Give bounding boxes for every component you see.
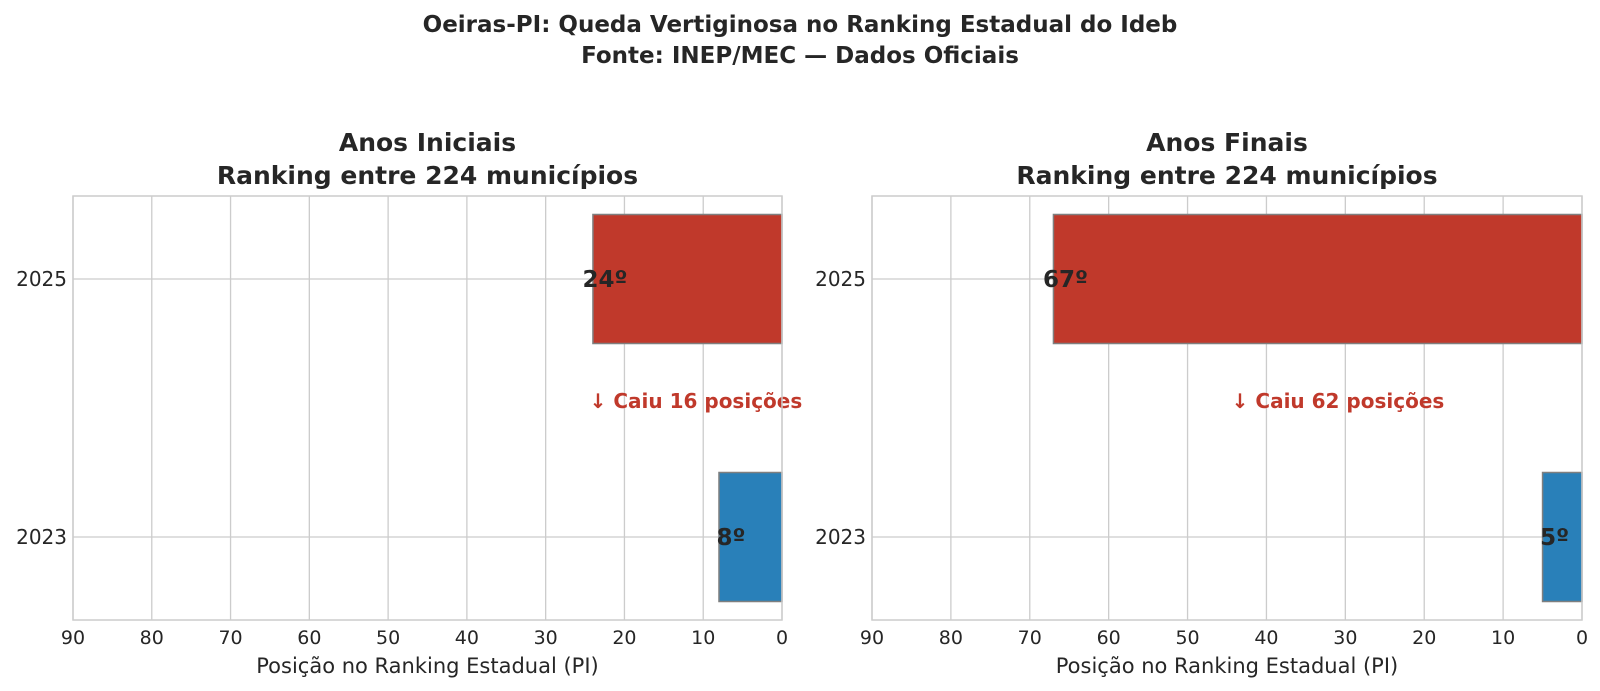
bar-2023 (718, 471, 783, 603)
bar-2023 (1541, 471, 1583, 603)
y-tick-label: 2025 (815, 267, 866, 291)
x-tick-label: 90 (860, 627, 884, 649)
drop-annotation: ↓ Caiu 62 posições (1232, 389, 1445, 413)
figure-title: Oeiras-PI: Queda Vertiginosa no Ranking … (0, 10, 1600, 72)
x-axis-label: Posição no Ranking Estadual (PI) (256, 654, 599, 678)
chart-panel-2: Anos Finais Ranking entre 224 municípios 6… (815, 128, 1588, 678)
x-tick-label: 40 (1254, 627, 1278, 649)
x-tick-label: 20 (1412, 627, 1436, 649)
drop-annotation: ↓ Caiu 16 posições (590, 389, 803, 413)
x-tick-label: 60 (1097, 627, 1121, 649)
x-tick-label: 20 (612, 627, 636, 649)
axes-frame (72, 195, 783, 621)
x-tick-label: 10 (1491, 627, 1515, 649)
x-tick-label: 50 (376, 627, 400, 649)
x-tick-label: 80 (939, 627, 963, 649)
x-tick-label: 30 (534, 627, 558, 649)
x-tick-label: 70 (1018, 627, 1042, 649)
chart-title: Anos Finais (1146, 128, 1308, 157)
chart-panel-1: Anos Iniciais Ranking entre 224 município… (16, 128, 802, 678)
y-tick-label: 2023 (16, 525, 67, 549)
axes-frame (871, 195, 1583, 621)
x-tick-label: 30 (1333, 627, 1357, 649)
x-tick-label: 90 (61, 627, 85, 649)
bar-2025 (1052, 213, 1583, 345)
bar-value-label: 67º (1043, 267, 1088, 293)
x-tick-label: 70 (218, 627, 242, 649)
chart-title: Anos Iniciais (339, 128, 516, 157)
x-tick-label: 10 (691, 627, 715, 649)
bar-value-label: 5º (1540, 525, 1569, 551)
y-tick-label: 2025 (16, 267, 67, 291)
bar-2025 (592, 213, 783, 345)
x-tick-label: 0 (1576, 627, 1588, 649)
y-tick-label: 2023 (815, 525, 866, 549)
bar-value-label: 24º (582, 267, 627, 293)
figure-title-line1: Oeiras-PI: Queda Vertiginosa no Ranking … (422, 12, 1178, 38)
chart-subtitle: Ranking entre 224 municípios (1016, 161, 1437, 190)
chart-subtitle: Ranking entre 224 municípios (217, 161, 638, 190)
x-tick-label: 40 (455, 627, 479, 649)
figure-subtitle-source: Fonte: INEP/MEC — Dados Oficiais (581, 43, 1019, 69)
bar-value-label: 8º (716, 525, 745, 551)
x-tick-label: 60 (297, 627, 321, 649)
x-axis-label: Posição no Ranking Estadual (PI) (1056, 654, 1399, 678)
x-tick-label: 80 (140, 627, 164, 649)
x-tick-label: 0 (776, 627, 788, 649)
x-tick-label: 50 (1175, 627, 1199, 649)
